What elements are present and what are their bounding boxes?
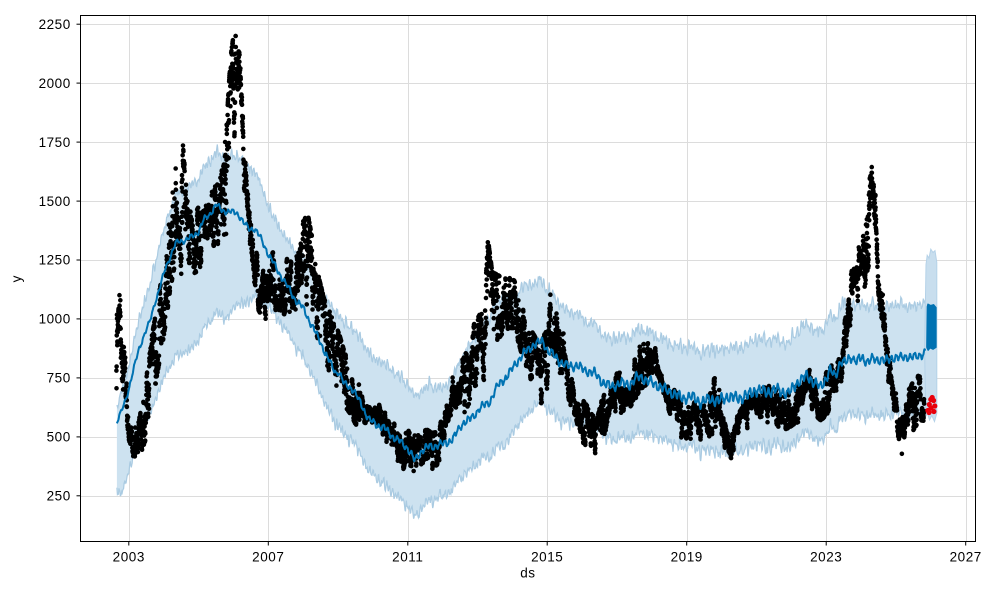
svg-text:2250: 2250	[39, 17, 71, 32]
svg-text:y: y	[9, 275, 24, 282]
svg-text:250: 250	[47, 489, 71, 504]
svg-text:1000: 1000	[39, 312, 71, 327]
svg-text:2019: 2019	[671, 550, 703, 565]
svg-text:2023: 2023	[810, 550, 842, 565]
svg-text:500: 500	[47, 430, 71, 445]
svg-text:2000: 2000	[39, 76, 71, 91]
svg-text:2027: 2027	[950, 550, 982, 565]
svg-text:2011: 2011	[392, 550, 423, 565]
svg-text:ds: ds	[520, 566, 535, 581]
svg-text:2007: 2007	[252, 550, 284, 565]
svg-text:2015: 2015	[531, 550, 563, 565]
svg-text:2003: 2003	[113, 550, 145, 565]
svg-text:1250: 1250	[39, 253, 71, 268]
svg-text:1750: 1750	[39, 135, 71, 150]
svg-text:1500: 1500	[39, 194, 71, 209]
svg-text:750: 750	[47, 371, 71, 386]
